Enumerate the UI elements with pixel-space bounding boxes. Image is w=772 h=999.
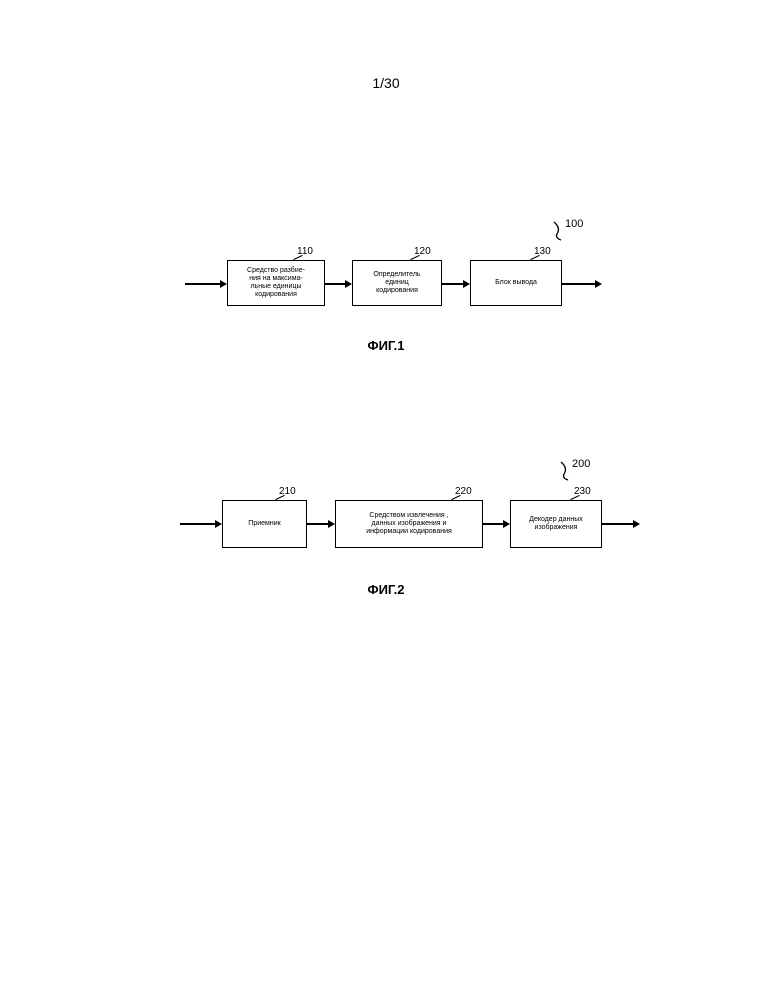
arrow-head-icon	[503, 520, 510, 528]
arrow-head-icon	[633, 520, 640, 528]
arrow-line	[325, 283, 346, 285]
block-130: Блок вывода	[470, 260, 562, 306]
block-110: Средство разбие-ния на максима-льные еди…	[227, 260, 325, 306]
arrow-head-icon	[595, 280, 602, 288]
arrow-line	[602, 523, 634, 525]
arrow-line	[185, 283, 221, 285]
figure-2: 200Приемник210Средством извлечения ,данн…	[0, 500, 772, 560]
block-120: Определительединицкодирования	[352, 260, 442, 306]
arrow-line	[562, 283, 596, 285]
arrow-line	[307, 523, 329, 525]
figure-1: 100Средство разбие-ния на максима-льные …	[0, 260, 772, 320]
reference-label: 200	[572, 458, 590, 470]
arrow-line	[180, 523, 216, 525]
block-220: Средством извлечения ,данных изображения…	[335, 500, 483, 548]
fig1-caption: ФИГ.1	[367, 338, 404, 353]
arrow-line	[442, 283, 464, 285]
arrow-head-icon	[345, 280, 352, 288]
fig1-flow: 100Средство разбие-ния на максима-льные …	[0, 260, 772, 320]
arrow-head-icon	[463, 280, 470, 288]
block-230: Декодер данныхизображения	[510, 500, 602, 548]
block-210: Приемник	[222, 500, 307, 548]
fig2-caption: ФИГ.2	[367, 582, 404, 597]
reference-label: 100	[565, 218, 583, 230]
fig2-flow: 200Приемник210Средством извлечения ,данн…	[0, 500, 772, 560]
arrow-head-icon	[215, 520, 222, 528]
arrow-head-icon	[328, 520, 335, 528]
arrow-line	[483, 523, 504, 525]
arrow-head-icon	[220, 280, 227, 288]
page-number: 1/30	[372, 75, 399, 91]
